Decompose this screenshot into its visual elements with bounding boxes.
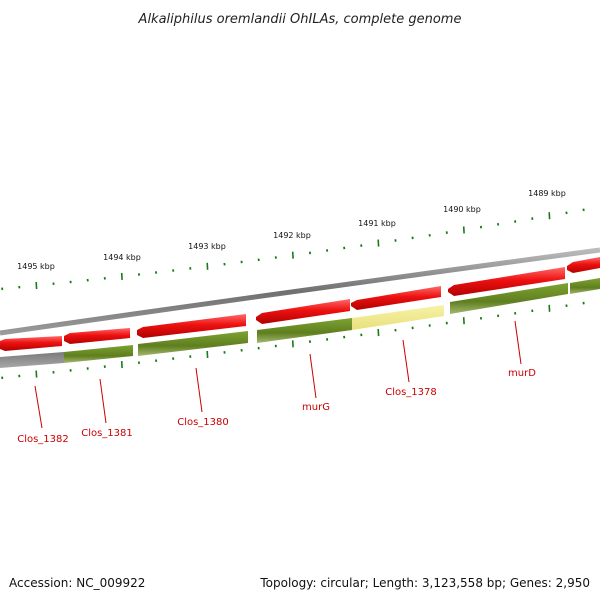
cds-feature[interactable]: [567, 257, 600, 273]
gene-label[interactable]: Clos_1382: [17, 434, 69, 445]
gene-label[interactable]: murD: [508, 368, 536, 379]
gene-feature-highlight[interactable]: [352, 305, 444, 330]
gene-label[interactable]: Clos_1381: [81, 428, 133, 439]
tick-label: 1493 kbp: [188, 242, 226, 251]
tick-label: 1495 kbp: [17, 262, 55, 271]
tick-label: 1491 kbp: [358, 219, 396, 228]
genome-summary-text: Topology: circular; Length: 3,123,558 bp…: [259, 576, 590, 590]
leader-line: [34, 385, 43, 429]
cds-feature[interactable]: [448, 267, 565, 296]
map-title: Alkaliphilus oremlandii OhILAs, complete…: [138, 12, 462, 27]
tick-labels: 1495 kbp 1494 kbp 1493 kbp 1492 kbp 1491…: [17, 189, 566, 271]
gene-feature[interactable]: [0, 352, 64, 368]
gene-feature[interactable]: [257, 318, 352, 343]
gene-label[interactable]: Clos_1380: [177, 417, 229, 428]
tick-label: 1490 kbp: [443, 205, 481, 214]
outer-tick-scale: [1, 208, 585, 291]
gene-feature[interactable]: [64, 345, 133, 363]
gene-label[interactable]: murG: [302, 402, 330, 413]
inner-tick-scale: [1, 301, 585, 380]
accession-text: Accession: NC_009922: [9, 576, 145, 590]
leader-line: [99, 378, 107, 424]
gene-feature[interactable]: [570, 278, 600, 294]
cds-feature[interactable]: [137, 314, 246, 338]
leader-line: [402, 339, 410, 383]
gene-label[interactable]: Clos_1378: [385, 387, 437, 398]
leader-line: [514, 320, 522, 365]
tick-label: 1489 kbp: [528, 189, 566, 198]
gene-track: [0, 278, 600, 368]
tick-label: 1492 kbp: [273, 231, 311, 240]
cds-feature[interactable]: [64, 328, 130, 344]
gene-feature[interactable]: [450, 283, 568, 314]
tick-label: 1494 kbp: [103, 253, 141, 262]
leader-line: [195, 367, 203, 413]
cds-feature[interactable]: [0, 336, 62, 351]
cds-feature[interactable]: [351, 286, 441, 310]
cds-track: [0, 257, 600, 351]
cds-feature[interactable]: [256, 299, 350, 324]
gene-label-leaders: [34, 320, 522, 429]
leader-line: [309, 353, 317, 399]
gene-feature[interactable]: [138, 331, 248, 356]
genome-backbone: [0, 247, 600, 336]
gene-labels: Clos_1382 Clos_1381 Clos_1380 murG Clos_…: [17, 368, 536, 445]
